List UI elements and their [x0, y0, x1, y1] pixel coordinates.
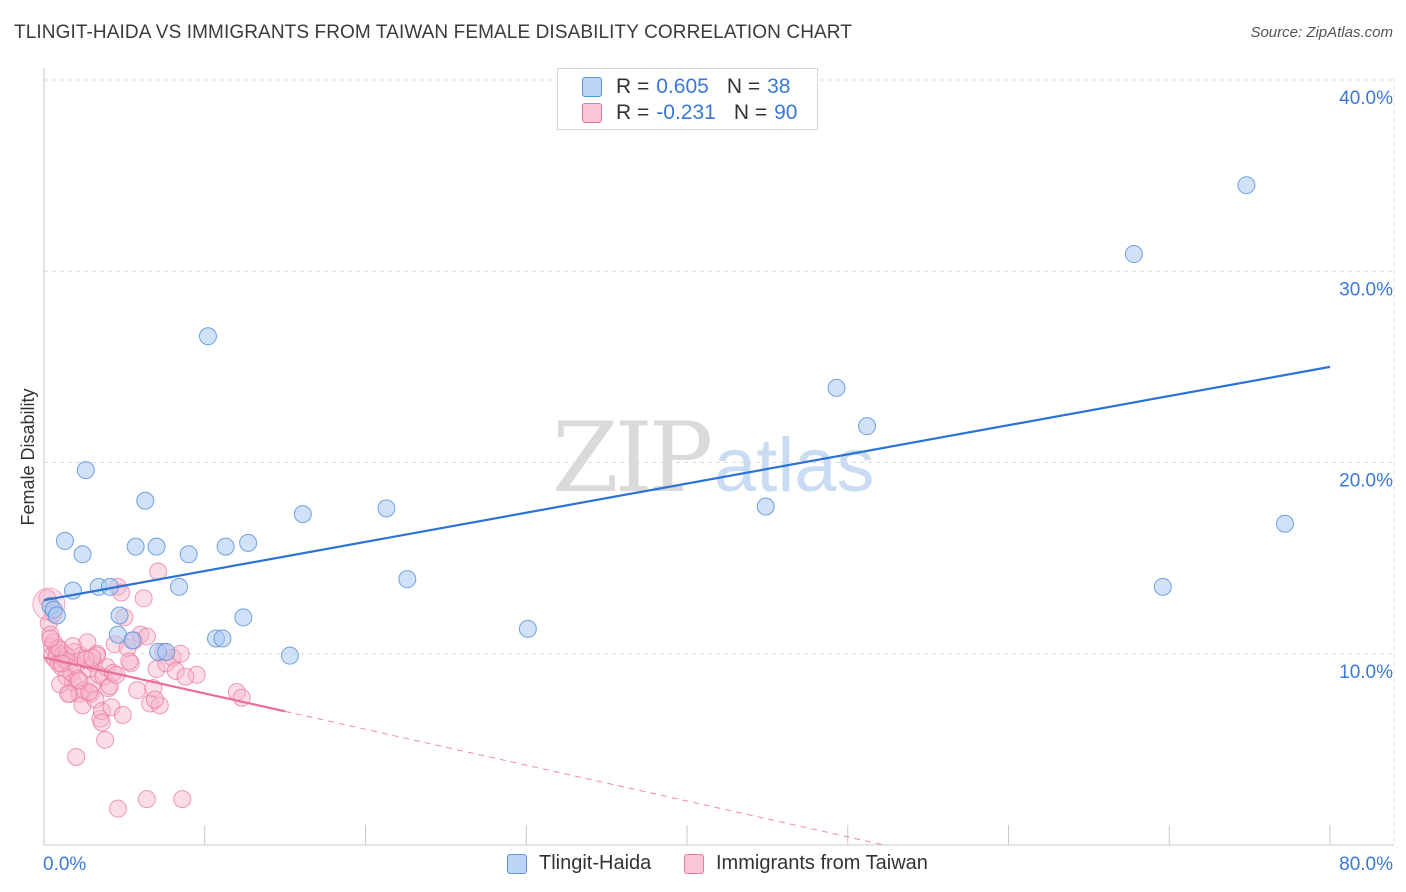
- data-point-immigrants-from-taiwan: [150, 696, 169, 715]
- data-point-tlingit-haida: [157, 642, 176, 661]
- data-point-tlingit-haida: [518, 619, 537, 638]
- legend-n-label: N =: [733, 101, 768, 124]
- legend-n-label: N =: [726, 75, 761, 98]
- data-point-tlingit-haida: [756, 497, 775, 516]
- data-point-immigrants-from-taiwan: [187, 665, 206, 684]
- data-point-tlingit-haida: [179, 545, 198, 564]
- series-legend: Tlingit-Haida Immigrants from Taiwan: [0, 852, 1406, 878]
- data-point-immigrants-from-taiwan: [173, 790, 192, 809]
- data-point-tlingit-haida: [73, 545, 92, 564]
- data-point-immigrants-from-taiwan: [59, 684, 78, 703]
- data-point-tlingit-haida: [147, 537, 166, 556]
- trend-line-immigrants-from-taiwan: [43, 656, 286, 713]
- data-point-immigrants-from-taiwan: [86, 690, 105, 709]
- legend-row-immigrants-from-taiwan: R = -0.231 N = 90: [582, 100, 797, 126]
- data-point-immigrants-from-taiwan: [96, 730, 115, 749]
- data-point-tlingit-haida: [1124, 245, 1143, 264]
- data-point-tlingit-haida: [123, 631, 142, 650]
- source-label: Source: ZipAtlas.com: [1250, 24, 1393, 41]
- tlingit-haida-points: [41, 176, 1294, 665]
- data-point-tlingit-haida: [76, 461, 95, 480]
- data-point-immigrants-from-taiwan: [83, 648, 102, 667]
- data-point-tlingit-haida: [239, 533, 258, 552]
- data-point-immigrants-from-taiwan: [176, 667, 195, 686]
- data-point-tlingit-haida: [293, 505, 312, 524]
- data-point-immigrants-from-taiwan: [137, 790, 156, 809]
- data-point-immigrants-from-taiwan: [92, 713, 111, 732]
- legend-swatch-pink: [684, 853, 704, 874]
- data-point-tlingit-haida: [216, 537, 235, 556]
- data-point-immigrants-from-taiwan: [67, 748, 86, 767]
- legend-label-tlingit-haida: Tlingit-Haida: [539, 852, 652, 874]
- legend-n-value: 90: [774, 101, 798, 124]
- data-point-immigrants-from-taiwan: [128, 681, 147, 700]
- legend-r-value: 0.605: [656, 75, 709, 98]
- watermark: ZIP atlas: [552, 402, 875, 514]
- data-point-tlingit-haida: [198, 327, 217, 346]
- y-axis-label: Female Disability: [18, 388, 38, 525]
- trend-lines: [43, 365, 1331, 846]
- legend-swatch-pink: [582, 103, 602, 123]
- data-point-tlingit-haida: [858, 417, 877, 436]
- data-point-immigrants-from-taiwan: [100, 677, 119, 696]
- y-tick-label: 30.0%: [1339, 279, 1393, 300]
- data-point-tlingit-haida: [280, 646, 299, 665]
- legend-r-label: R =: [616, 101, 650, 124]
- data-point-immigrants-from-taiwan: [63, 637, 82, 656]
- data-point-tlingit-haida: [213, 629, 232, 648]
- x-tick-label: 0.0%: [43, 854, 86, 875]
- legend-label-immigrants-from-taiwan: Immigrants from Taiwan: [716, 852, 928, 874]
- legend-swatch-blue: [507, 853, 527, 874]
- data-point-tlingit-haida: [1275, 514, 1294, 533]
- y-tick-label: 40.0%: [1339, 88, 1393, 109]
- data-point-immigrants-from-taiwan: [80, 683, 99, 701]
- legend-item-tlingit-haida: Tlingit-Haida: [507, 852, 651, 875]
- data-point-tlingit-haida: [110, 606, 129, 625]
- trend-line-immigrants-from-taiwan-extension: [285, 710, 885, 846]
- data-point-tlingit-haida: [827, 378, 846, 397]
- legend-item-immigrants-from-taiwan: Immigrants from Taiwan: [684, 852, 928, 875]
- legend-r-label: R =: [616, 75, 650, 98]
- data-point-tlingit-haida: [47, 606, 66, 625]
- trend-line-tlingit-haida: [43, 365, 1331, 602]
- correlation-legend: R = 0.605 N = 38 R = -0.231 N = 90: [557, 68, 818, 130]
- x-tick-label: 80.0%: [1339, 854, 1393, 875]
- data-point-tlingit-haida: [170, 577, 189, 596]
- data-point-immigrants-from-taiwan: [134, 589, 153, 608]
- data-point-tlingit-haida: [377, 499, 396, 518]
- data-point-immigrants-from-taiwan: [145, 690, 164, 709]
- data-point-immigrants-from-taiwan: [108, 799, 127, 818]
- data-point-tlingit-haida: [234, 608, 253, 627]
- axes: [43, 68, 1394, 846]
- data-point-immigrants-from-taiwan: [41, 629, 60, 648]
- data-point-immigrants-from-taiwan: [113, 705, 132, 724]
- immigrants-from-taiwan-points: [32, 562, 251, 818]
- y-tick-label: 20.0%: [1339, 471, 1393, 492]
- tick-labels: 10.0% 20.0% 30.0% 40.0% 0.0% 80.0%: [43, 88, 1393, 875]
- watermark-zip: ZIP: [552, 402, 711, 514]
- data-point-tlingit-haida: [398, 570, 417, 589]
- legend-n-value: 38: [767, 75, 791, 98]
- legend-r-value: -0.231: [656, 101, 716, 124]
- legend-swatch-blue: [582, 77, 602, 97]
- legend-row-tlingit-haida: R = 0.605 N = 38: [582, 74, 790, 100]
- data-point-immigrants-from-taiwan: [166, 661, 185, 680]
- data-point-tlingit-haida: [1153, 577, 1172, 596]
- watermark-atlas: atlas: [714, 423, 875, 508]
- data-point-tlingit-haida: [1237, 176, 1256, 195]
- data-point-tlingit-haida: [136, 491, 155, 510]
- chart-title: TLINGIT-HAIDA VS IMMIGRANTS FROM TAIWAN …: [14, 22, 852, 43]
- data-point-immigrants-from-taiwan: [120, 652, 139, 671]
- data-point-immigrants-from-taiwan: [70, 671, 89, 690]
- data-point-tlingit-haida: [126, 537, 145, 556]
- y-tick-label: 10.0%: [1339, 662, 1393, 683]
- data-point-tlingit-haida: [55, 531, 74, 550]
